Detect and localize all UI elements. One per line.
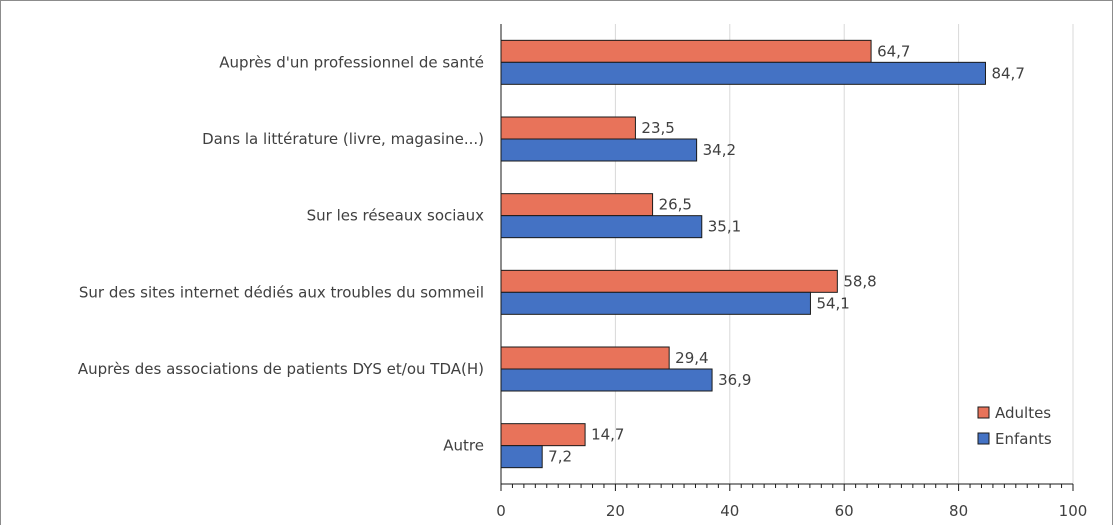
value-label-adultes-4: 29,4 <box>675 349 708 367</box>
x-tick-label-60: 60 <box>835 502 854 520</box>
value-label-enfants-1: 34,2 <box>703 141 736 159</box>
x-tick-label-80: 80 <box>949 502 968 520</box>
x-tick-label-40: 40 <box>720 502 739 520</box>
bar-adultes-0 <box>501 40 871 62</box>
bar-enfants-1 <box>501 139 697 161</box>
category-label-5: Autre <box>443 437 484 455</box>
x-tick-label-100: 100 <box>1059 502 1088 520</box>
category-label-2: Sur les réseaux sociaux <box>307 207 485 225</box>
legend-swatch-adultes <box>978 407 989 418</box>
category-labels: Auprès d'un professionnel de santé Dans l… <box>78 53 484 454</box>
category-label-0: Auprès d'un professionnel de santé <box>219 53 484 71</box>
category-label-3: Sur des sites internet dédiés aux troubl… <box>79 283 484 301</box>
legend-swatch-enfants <box>978 433 989 444</box>
bar-enfants-2 <box>501 216 702 238</box>
legend: Adultes Enfants <box>978 404 1052 448</box>
bar-enfants-4 <box>501 369 712 391</box>
value-label-enfants-0: 84,7 <box>991 64 1024 82</box>
bar-adultes-3 <box>501 270 837 292</box>
category-label-1: Dans la littérature (livre, magasine...) <box>202 130 484 148</box>
value-label-adultes-0: 64,7 <box>877 42 910 60</box>
bar-adultes-4 <box>501 347 669 369</box>
x-tick-label-0: 0 <box>496 502 506 520</box>
legend-label-enfants: Enfants <box>995 430 1052 448</box>
value-label-enfants-3: 54,1 <box>816 294 849 312</box>
bar-enfants-3 <box>501 292 810 314</box>
value-label-adultes-2: 26,5 <box>659 196 692 214</box>
value-label-adultes-3: 58,8 <box>843 272 876 290</box>
value-labels: 64,7 84,7 23,5 34,2 26,5 35,1 58,8 54,1 29,4 36,9… <box>548 42 1025 465</box>
legend-label-adultes: Adultes <box>995 404 1051 422</box>
bars <box>501 40 985 467</box>
value-label-enfants-4: 36,9 <box>718 371 751 389</box>
bar-enfants-5 <box>501 446 542 468</box>
bar-adultes-2 <box>501 194 653 216</box>
bar-adultes-1 <box>501 117 635 139</box>
bar-enfants-0 <box>501 62 985 84</box>
bar-adultes-5 <box>501 424 585 446</box>
value-label-enfants-2: 35,1 <box>708 218 741 236</box>
value-label-enfants-5: 7,2 <box>548 448 572 466</box>
category-label-4: Auprès des associations de patients DYS … <box>78 360 484 378</box>
value-label-adultes-5: 14,7 <box>591 426 624 444</box>
x-tick-label-20: 20 <box>606 502 625 520</box>
value-label-adultes-1: 23,5 <box>641 119 674 137</box>
